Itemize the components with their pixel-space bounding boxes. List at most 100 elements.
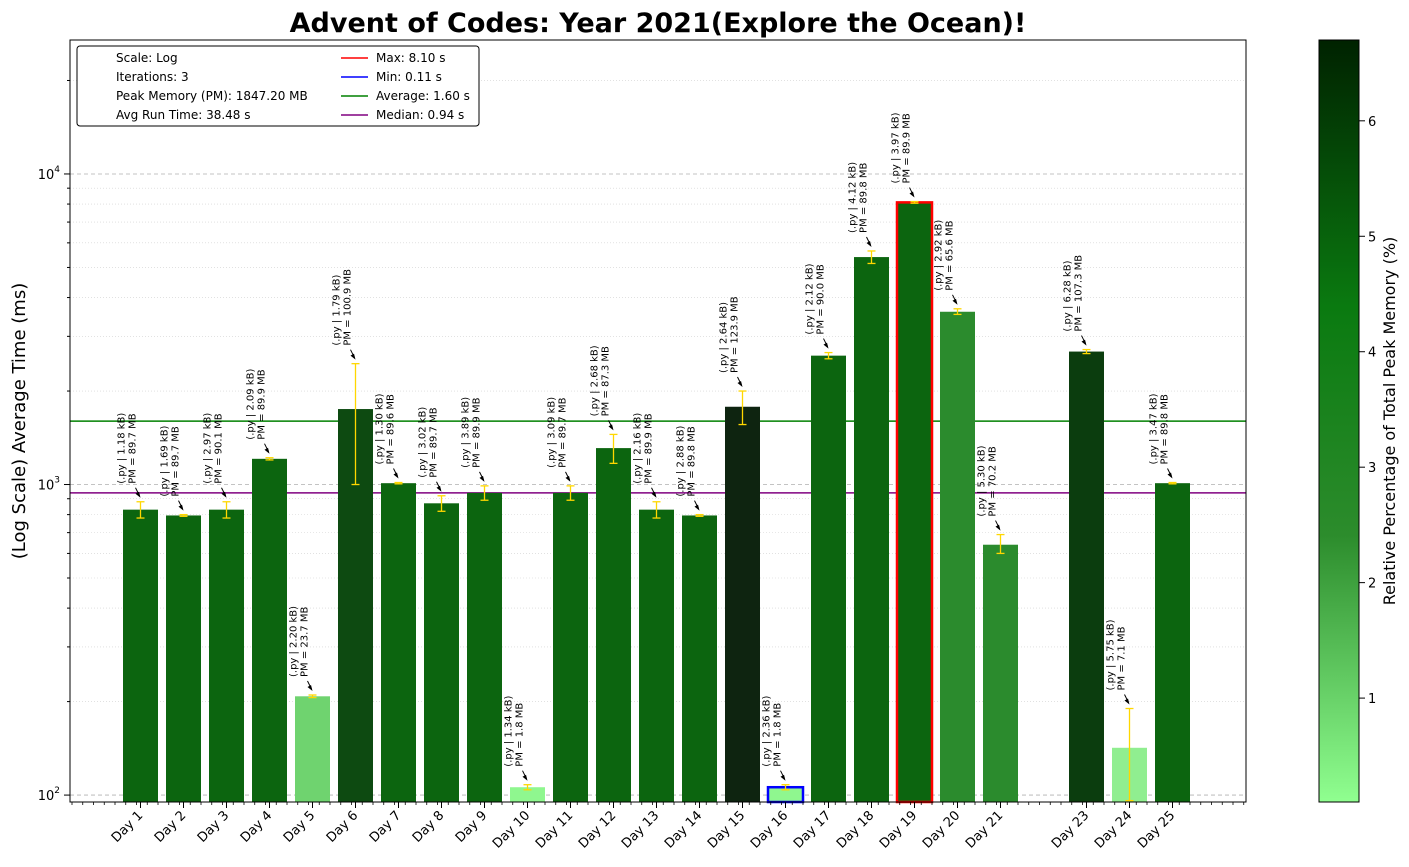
colorbar-tick-label: 1	[1368, 692, 1376, 707]
annotation-arrowhead	[952, 298, 958, 305]
annotation-arrowhead	[479, 475, 485, 482]
annotation-size: (.py | 2.64 kB)	[719, 302, 730, 373]
x-tick-label: Day 17	[791, 808, 834, 851]
x-tick-label: Day 6	[324, 808, 362, 846]
annotation-arrowhead	[135, 491, 141, 498]
annotation-text: (.py | 3.02 kB)PM = 89.7 MB	[418, 407, 440, 478]
annotation-text: (.py | 5.75 kB)PM = 7.1 MB	[1106, 619, 1128, 690]
colorbar-tick-label: 5	[1368, 230, 1376, 245]
annotation-arrowhead	[909, 191, 915, 198]
annotation-arrowhead	[694, 504, 700, 511]
annotation-text: (.py | 2.88 kB)PM = 89.8 MB	[676, 425, 698, 496]
plot-frame	[69, 39, 1247, 803]
annotation-size: (.py | 2.36 kB)	[762, 696, 773, 767]
annotation-text: (.py | 3.47 kB)PM = 89.8 MB	[1149, 393, 1171, 464]
x-tick-label: Day 11	[533, 808, 576, 851]
chart-title: Advent of Codes: Year 2021(Explore the O…	[290, 8, 1027, 39]
annotation-pm: PM = 123.9 MB	[730, 296, 741, 373]
legend-peak-memory: Peak Memory (PM): 1847.20 MB	[116, 89, 308, 103]
annotation-text: (.py | 2.09 kB)PM = 89.9 MB	[246, 369, 268, 440]
annotation-pm: PM = 100.9 MB	[343, 269, 354, 346]
annotation-text: (.py | 2.68 kB)PM = 87.3 MB	[590, 345, 612, 416]
annotation-arrowhead	[823, 342, 829, 349]
annotation-arrowhead	[866, 240, 872, 247]
bar-day-4	[252, 458, 287, 802]
bar-day-2	[166, 515, 201, 802]
y-axis-label: (Log Scale) Average Time (ms)	[9, 283, 30, 559]
bar-day-5	[295, 696, 330, 802]
annotation-size: (.py | 3.47 kB)	[1149, 393, 1160, 464]
annotation-text: (.py | 1.79 kB)PM = 100.9 MB	[332, 269, 354, 346]
colorbar-tick-label: 4	[1368, 346, 1376, 361]
x-tick-label: Day 7	[367, 808, 405, 846]
bar-day-20	[940, 311, 975, 802]
bar-day-23	[1069, 351, 1104, 802]
bar-day-11	[553, 492, 588, 802]
annotation-pm: PM = 89.7 MB	[128, 413, 139, 483]
x-tick-label: Day 24	[1092, 808, 1135, 851]
annotation-pm: PM = 89.8 MB	[1160, 394, 1171, 464]
annotation-size: (.py | 2.97 kB)	[203, 413, 214, 484]
annotation-pm: PM = 89.9 MB	[472, 397, 483, 467]
annotation-size: (.py | 1.79 kB)	[332, 274, 343, 345]
annotation-pm: PM = 89.6 MB	[386, 394, 397, 464]
x-tick-label: Day 2	[152, 808, 190, 846]
annotation-text: (.py | 2.12 kB)PM = 90.0 MB	[805, 263, 827, 334]
x-tick-label: Day 18	[834, 808, 877, 851]
annotation-pm: PM = 89.7 MB	[429, 407, 440, 477]
error-bars	[136, 200, 1177, 802]
x-tick-label: Day 20	[920, 808, 963, 851]
y-tick-label: 103	[38, 476, 60, 494]
annotation-pm: PM = 87.3 MB	[601, 346, 612, 416]
annotation-arrowhead	[780, 774, 786, 781]
bar-day-21	[983, 544, 1018, 802]
colorbar-tick-label: 3	[1368, 461, 1376, 476]
annotation-size: (.py | 2.20 kB)	[289, 606, 300, 677]
annotation-pm: PM = 65.6 MB	[945, 220, 956, 290]
colorbar-gradient	[1318, 39, 1360, 803]
annotation-text: (.py | 3.09 kB)PM = 89.7 MB	[547, 397, 569, 468]
y-tick-exp: 3	[54, 476, 60, 486]
y-tick-base: 10	[38, 168, 55, 183]
legend-average: Average: 1.60 s	[376, 89, 470, 103]
y-tick-exp: 4	[54, 165, 60, 175]
annotation-size: (.py | 2.12 kB)	[805, 263, 816, 334]
y-tick-label: 102	[38, 786, 60, 804]
bar-day-12	[596, 448, 631, 802]
annotation-pm: PM = 89.7 MB	[171, 426, 182, 496]
annotation-arrowhead	[1124, 698, 1130, 705]
annotation-size: (.py | 1.30 kB)	[375, 393, 386, 464]
y-tick-base: 10	[38, 789, 55, 804]
bar-day-17	[811, 355, 846, 802]
annotation-arrowhead	[350, 353, 356, 360]
annotation-size: (.py | 1.18 kB)	[117, 413, 128, 484]
bar-day-14	[682, 515, 717, 802]
x-tick-label: Day 8	[410, 808, 448, 846]
annotation-arrowhead	[221, 491, 227, 498]
x-tick-label: Day 10	[490, 808, 533, 851]
annotation-arrowhead	[651, 491, 657, 498]
annotation-arrowhead	[1167, 472, 1173, 479]
colorbar-tick-label: 2	[1368, 577, 1376, 592]
annotation-arrowhead	[608, 424, 614, 431]
annotation-size: (.py | 3.02 kB)	[418, 407, 429, 478]
annotation-text: (.py | 2.97 kB)PM = 90.1 MB	[203, 413, 225, 484]
colorbar: 1 2 3 4 5 6 Relative Percentage of Total Peak…	[1318, 39, 1399, 803]
annotation-size: (.py | 1.34 kB)	[504, 696, 515, 767]
annotation-size: (.py | 3.97 kB)	[891, 112, 902, 183]
annotation-text: (.py | 1.34 kB)PM = 1.8 MB	[504, 696, 526, 767]
annotation-text: (.py | 2.36 kB)PM = 1.8 MB	[762, 696, 784, 767]
annotation-size: (.py | 1.69 kB)	[160, 425, 171, 496]
x-tick-label: Day 16	[748, 808, 791, 851]
x-axis: Day 1 Day 2 Day 3 Day 4 Day 5 Day 6 Day 7 Day 8…	[71, 802, 1245, 852]
x-tick-label: Day 19	[877, 808, 920, 851]
annotation-pm: PM = 89.8 MB	[859, 163, 870, 233]
legend-max: Max: 8.10 s	[376, 51, 445, 65]
annotation-arrowhead	[178, 504, 184, 511]
legend-avg-run-time: Avg Run Time: 38.48 s	[116, 108, 251, 122]
annotation-text: (.py | 4.12 kB)PM = 89.8 MB	[848, 162, 870, 233]
annotation-size: (.py | 2.68 kB)	[590, 345, 601, 416]
bar-day-9	[467, 492, 502, 802]
annotation-pm: PM = 70.2 MB	[988, 446, 999, 516]
